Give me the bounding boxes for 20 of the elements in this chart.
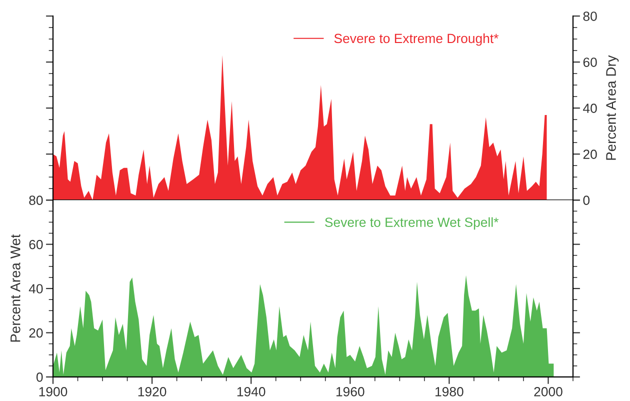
x-tick-label: 1940 (237, 387, 266, 396)
y2-tick-label: 60 (583, 58, 597, 67)
legend-label: Severe to Extreme Drought* (334, 33, 499, 46)
y-tick-label: 80 (29, 196, 43, 206)
y-tick-label: 40 (28, 284, 43, 294)
y-tick-label: 0 (36, 372, 43, 382)
y-tick-label: 20 (29, 328, 43, 338)
y-tick-label: 60 (29, 240, 43, 250)
y2-tick-label: 0 (583, 196, 590, 206)
x-tick-label: 2000 (534, 387, 562, 396)
x-tick-label: 1980 (436, 387, 464, 396)
y2-tick-label: 40 (583, 104, 597, 113)
y2-tick-label: 80 (583, 12, 597, 21)
y2-axis-title: Percent Area Dry (606, 55, 619, 160)
x-tick-label: 1920 (138, 387, 166, 396)
x-tick-label: 1900 (39, 387, 68, 396)
y-axis-title: Percent Area Wet (10, 234, 20, 342)
legend-label: Severe to Extreme Wet Spell* (325, 217, 499, 230)
y2-tick-label: 20 (583, 150, 597, 159)
x-tick-label: 1960 (336, 387, 364, 396)
